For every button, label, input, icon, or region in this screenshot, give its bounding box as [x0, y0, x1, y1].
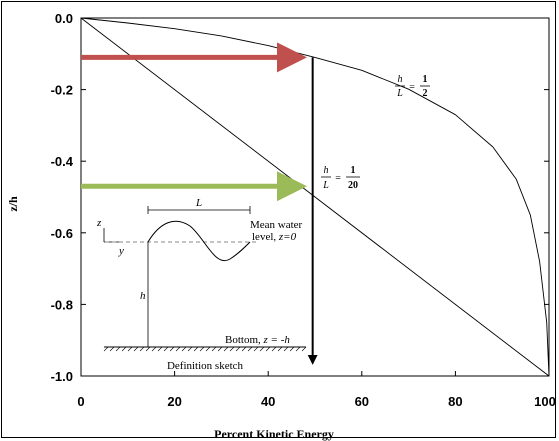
- y-tick-label: -0.4: [51, 154, 74, 169]
- x-tick-label: 0: [77, 394, 84, 409]
- plot-area: [80, 17, 550, 377]
- sketch-wavelength-label: L: [195, 197, 202, 209]
- label-2-eq: =: [335, 173, 342, 184]
- label-1-den-right: 2: [423, 88, 428, 99]
- label-2-num-left: h: [324, 165, 329, 176]
- sketch-depth-label: h: [140, 290, 146, 302]
- annotation-arrows: [81, 42, 318, 365]
- sketch-bottom-label: Bottom, z = -h: [225, 334, 290, 346]
- sketch-mean-water-line2: level, z=0: [252, 231, 297, 243]
- y-axis-label: z/h: [6, 196, 20, 212]
- series-label-h-over-l-1-20: h L = 1 20: [321, 165, 360, 191]
- x-tick-label: 100: [534, 394, 556, 409]
- sketch-wave: [147, 220, 251, 262]
- label-1-num-right: 1: [423, 74, 428, 85]
- label-2-num-right: 1: [351, 165, 356, 176]
- label-1-num-left: h: [398, 74, 403, 85]
- series-label-h-over-l-1-2: h L = 1 2: [395, 74, 430, 99]
- sketch-z-label: z: [96, 217, 102, 229]
- sketch-mean-water-line1: Mean water: [250, 219, 303, 231]
- label-1-den-left: L: [396, 88, 403, 99]
- label-2-den-right: 20: [348, 180, 358, 191]
- y-tick-label: 0.0: [55, 11, 73, 26]
- x-tick-label: 80: [448, 394, 462, 409]
- label-2-den-left: L: [322, 180, 329, 191]
- x-tick-label: 40: [261, 394, 275, 409]
- y-axis: 0.0 -0.2 -0.4 -0.6 -0.8 -1.0: [51, 11, 549, 384]
- y-tick-label: -0.2: [51, 83, 73, 98]
- sketch-bottom-hatch: [103, 346, 307, 352]
- x-tick-label: 60: [355, 394, 369, 409]
- x-axis-label: Percent Kinetic Energy: [214, 427, 334, 441]
- y-tick-label: -0.6: [51, 226, 73, 241]
- series-line-2: [80, 17, 550, 377]
- label-1-eq: =: [409, 82, 416, 93]
- sketch-y-label: y: [118, 245, 124, 257]
- y-tick-label: -0.8: [51, 297, 73, 312]
- x-tick-label: 20: [167, 394, 181, 409]
- y-tick-label: -1.0: [51, 369, 73, 384]
- x-axis: 0 20 40 60 80 100: [77, 371, 556, 409]
- series-group: [80, 17, 550, 377]
- series-line-1: [80, 17, 550, 377]
- definition-sketch: z y L Mean water level, z=0 h Bottom, z …: [96, 197, 307, 372]
- sketch-title: Definition sketch: [167, 360, 244, 372]
